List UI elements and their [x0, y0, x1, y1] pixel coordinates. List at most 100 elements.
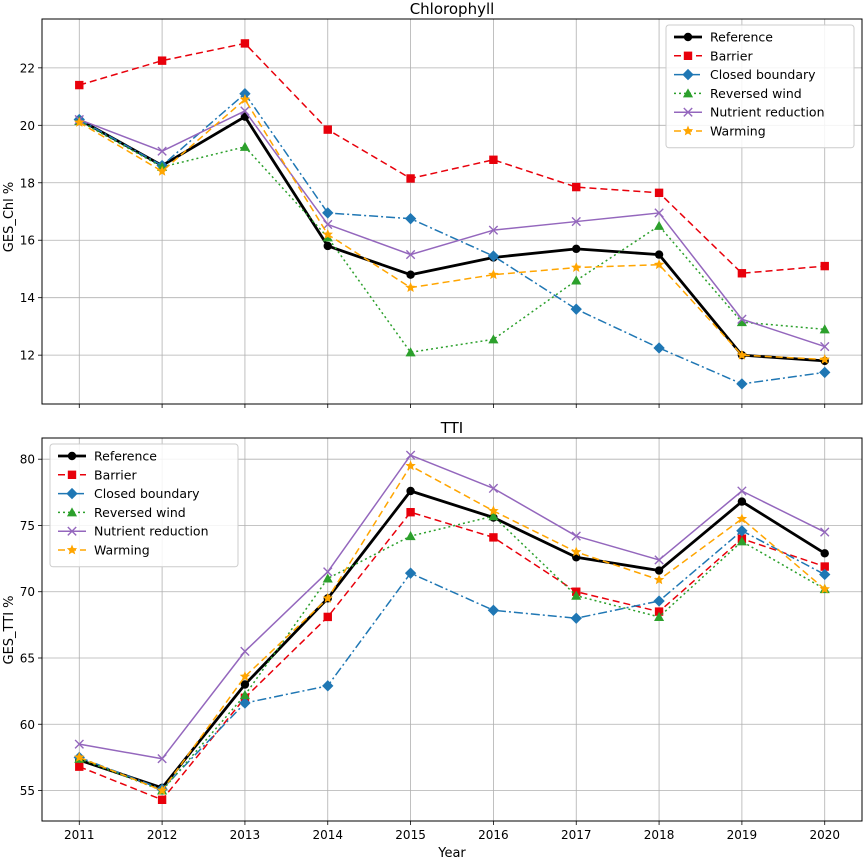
legend-marker	[67, 526, 77, 536]
data-point	[323, 125, 332, 134]
data-point	[240, 106, 250, 116]
data-point	[488, 334, 499, 344]
grid-lines	[42, 19, 862, 404]
data-point	[239, 141, 250, 151]
x-tick-label: 2014	[312, 828, 343, 842]
data-point	[405, 460, 416, 471]
data-point	[570, 612, 582, 624]
data-point	[240, 680, 250, 689]
series-line	[78, 489, 826, 790]
series-warming	[74, 93, 830, 364]
data-point	[240, 39, 250, 48]
x-tick-label: 2019	[727, 828, 758, 842]
data-point	[239, 93, 251, 104]
chlorophyll-title: Chlorophyll	[410, 0, 495, 18]
legend-label: Closed boundary	[710, 67, 816, 82]
data-point	[571, 590, 582, 600]
data-point	[571, 216, 581, 227]
series-nutrient-reduction	[74, 450, 830, 764]
x-tick-label: 2018	[644, 828, 675, 842]
legend-marker	[66, 507, 78, 517]
legend-label: Warming	[710, 124, 766, 139]
data-point	[156, 785, 168, 795]
data-point	[571, 531, 581, 541]
legend: Reference Barrier Closed boundary Reversed …	[49, 443, 239, 568]
data-point	[405, 347, 416, 357]
x-tick-label: 2020	[809, 828, 840, 842]
data-point	[74, 751, 85, 762]
series-line	[78, 120, 825, 354]
x-tick-label: 2013	[230, 828, 261, 842]
data-point	[571, 275, 582, 285]
legend: Reference Barrier Closed boundary Reversed …	[665, 24, 855, 149]
data-point	[239, 88, 251, 100]
data-point	[75, 762, 84, 771]
series-line	[79, 515, 826, 792]
legend-marker	[66, 487, 78, 500]
y-tick-label: 14	[20, 291, 35, 305]
series-line	[78, 511, 825, 801]
data-point	[737, 497, 747, 506]
y-tick-label: 12	[20, 349, 35, 363]
data-point	[488, 483, 499, 494]
data-point	[572, 244, 581, 254]
data-point	[323, 219, 333, 230]
legend-marker	[683, 107, 693, 117]
y-tick-label: 18	[20, 176, 35, 190]
tti-panel: TTI GES_TTI % Year 2011 2012 2013 2014 2015 2…	[2, 419, 863, 860]
data-point	[406, 486, 415, 496]
data-point	[406, 508, 415, 517]
data-point	[405, 249, 416, 260]
data-point	[404, 213, 417, 225]
data-point	[240, 646, 250, 657]
data-point	[488, 225, 499, 235]
data-point	[736, 536, 747, 546]
x-tick-label: 2012	[147, 828, 178, 842]
data-point	[405, 282, 416, 293]
legend-marker	[682, 88, 694, 98]
data-point	[736, 378, 748, 390]
data-point	[239, 697, 251, 709]
series-line	[79, 42, 825, 275]
legend-box	[49, 443, 239, 568]
data-point	[654, 607, 664, 616]
data-point	[322, 680, 334, 692]
chlorophyll-panel: Chlorophyll GES_Chl % 12 14 16 18 20 22 Refere…	[2, 0, 863, 408]
series-closed-boundary	[73, 525, 831, 795]
series-line	[79, 110, 825, 348]
data-point	[654, 250, 664, 259]
data-point	[322, 207, 334, 219]
data-point	[322, 229, 333, 239]
data-point	[653, 259, 665, 270]
data-point	[737, 486, 747, 496]
data-point	[736, 349, 748, 360]
y-tick-label: 70	[20, 585, 35, 599]
tti-plot-area	[41, 437, 863, 822]
legend-marker	[683, 51, 693, 60]
data-point	[405, 531, 416, 541]
y-tick-label: 20	[20, 119, 35, 133]
data-point	[654, 208, 664, 218]
data-point	[156, 165, 168, 176]
series-line	[78, 465, 826, 792]
data-point	[653, 342, 665, 354]
chlorophyll-y-label: GES_Chl %	[2, 182, 17, 252]
series-barrier	[75, 39, 829, 278]
legend-label: Nutrient reduction	[94, 524, 209, 539]
y-tick-label: 80	[20, 453, 35, 467]
legend-marker	[66, 544, 78, 555]
data-point	[406, 270, 415, 279]
data-point	[736, 513, 748, 524]
data-point	[488, 269, 499, 280]
data-point	[488, 505, 499, 516]
y-tick-label: 22	[20, 61, 35, 75]
chlorophyll-plot-area	[41, 18, 863, 405]
data-point	[820, 562, 829, 571]
data-point	[406, 174, 415, 183]
series-nutrient-reduction	[74, 106, 830, 352]
data-point	[571, 546, 582, 557]
data-point	[820, 341, 830, 352]
data-point	[654, 611, 665, 621]
legend-marker	[682, 125, 694, 136]
